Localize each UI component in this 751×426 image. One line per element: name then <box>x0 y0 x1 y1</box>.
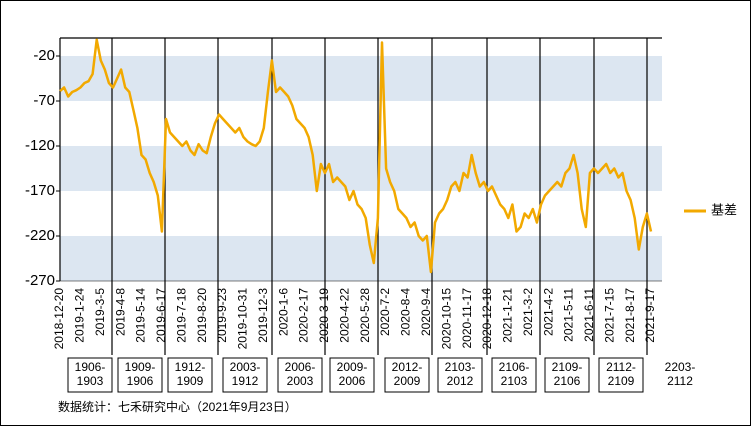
annotation-box <box>437 357 483 393</box>
x-tick-label: 2020-9-4 <box>419 288 433 336</box>
annotation: 2106 <box>554 374 581 388</box>
annotation: 1906 <box>127 374 154 388</box>
line-series <box>59 38 653 274</box>
x-tick-label: 2021-1-21 <box>501 288 515 343</box>
y-tick-label: -270 <box>25 272 55 289</box>
y-tick-label: -70 <box>33 92 55 109</box>
annotation-box <box>67 357 113 393</box>
annotation: 2009 <box>394 374 421 388</box>
x-tick-label: 2019-1-24 <box>73 288 87 343</box>
x-tick-label: 2021-3-2 <box>521 288 535 336</box>
x-tick-label: 2021-7-15 <box>602 288 616 343</box>
x-tick-label: 2021-9-17 <box>643 288 657 343</box>
y-tick-label: -170 <box>25 182 55 199</box>
x-tick-label: 2021-5-11 <box>562 288 576 342</box>
x-tick-label: 2020-5-28 <box>358 288 372 343</box>
x-tick-label: 2019-6-17 <box>154 288 168 343</box>
x-tick-label: 2021-8-17 <box>623 288 637 343</box>
annotation: 2109- <box>552 360 583 374</box>
x-tick-label: 2020-7-2 <box>378 288 392 336</box>
x-tick-label: 2021-4-2 <box>541 288 555 336</box>
source: 数据统计：七禾研究中心（2021年9月23日） <box>58 399 297 414</box>
annotation: 2203- <box>665 360 696 374</box>
annotation-box <box>491 357 537 393</box>
annotation: 2112- <box>606 360 636 374</box>
x-tick-label: 2020-3-19 <box>317 288 331 343</box>
annotation: 2006- <box>285 360 316 374</box>
annotation: 1912- <box>175 360 206 374</box>
annotation-box <box>167 357 213 393</box>
annotation: 2003- <box>230 360 261 374</box>
annotation: 2012- <box>392 360 423 374</box>
band <box>60 236 662 281</box>
band <box>60 56 662 101</box>
annotation: 1909- <box>125 360 156 374</box>
annotation: 2112 <box>667 374 693 388</box>
x-tick-label: 2019-3-5 <box>93 288 107 336</box>
x-tick-label: 2019-8-20 <box>195 288 209 343</box>
x-tick-label: 2019-7-18 <box>174 288 188 343</box>
x-tick-label: 2020-12-18 <box>480 288 494 350</box>
annotation: 2103 <box>501 374 528 388</box>
x-tick-label: 2019-4-8 <box>113 288 127 336</box>
annotation: 2006 <box>339 374 366 388</box>
legend-label: 基差 <box>711 202 737 217</box>
x-tick-label: 2018-12-20 <box>52 288 66 350</box>
band <box>60 146 662 191</box>
x-tick-label: 2020-1-6 <box>276 288 290 336</box>
annotation-box <box>222 357 268 393</box>
annotation: 1912 <box>232 374 259 388</box>
x-tick-label: 2019-5-14 <box>134 288 148 343</box>
x-tick-label: 2020-2-17 <box>297 288 311 343</box>
annotation: 2012 <box>447 374 474 388</box>
x-tick-label: 2019-9-23 <box>215 288 229 343</box>
annotation: 2103- <box>445 360 476 374</box>
annotation: 1903 <box>77 374 104 388</box>
annotation-box <box>384 357 430 393</box>
x-tick-label: 2021-6-11 <box>582 288 596 342</box>
annotation: 2009- <box>337 360 368 374</box>
annotation: 1906- <box>75 360 106 374</box>
annotation-box <box>277 357 323 393</box>
x-tick-label: 2020-11-17 <box>460 288 474 349</box>
y-tick-label: -220 <box>25 227 55 244</box>
annotation-box <box>598 357 644 393</box>
x-tick-label: 2020-8-4 <box>399 288 413 336</box>
annotation-box <box>329 357 375 393</box>
annotation-box <box>117 357 163 393</box>
x-tick-label: 2020-10-15 <box>439 288 453 350</box>
annotation: 2106- <box>499 360 530 374</box>
annotation-box <box>544 357 590 393</box>
annotation: 1909 <box>177 374 204 388</box>
y-tick-label: -120 <box>25 137 55 154</box>
x-tick-label: 2019-12-3 <box>256 288 270 343</box>
x-tick-label: 2020-4-22 <box>337 288 351 343</box>
x-tick-label: 2019-10-31 <box>236 288 250 350</box>
annotation: 2003 <box>287 374 314 388</box>
annotation: 2109 <box>608 374 635 388</box>
y-tick-label: -20 <box>33 47 55 64</box>
